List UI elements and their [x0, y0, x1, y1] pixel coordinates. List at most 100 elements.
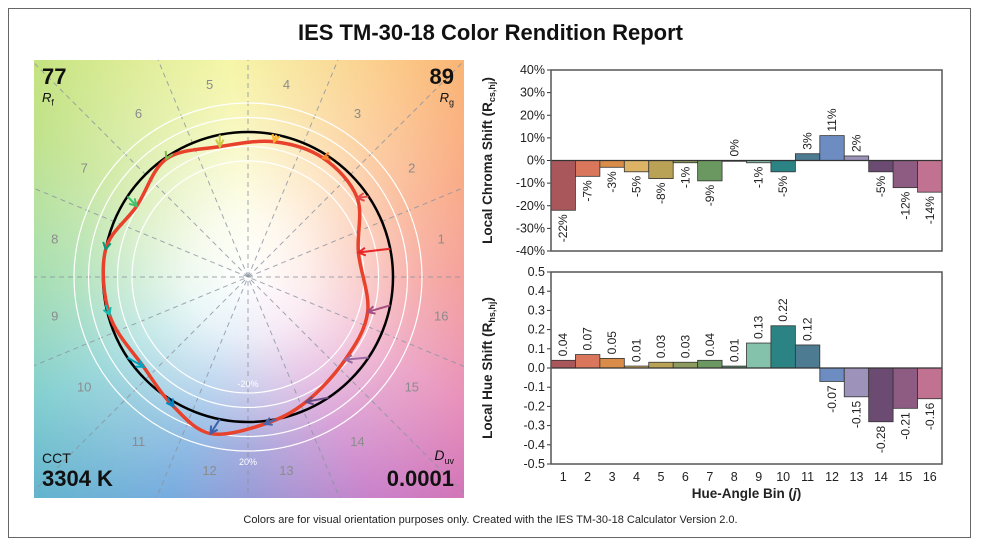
- arrow-head-icon: [102, 306, 112, 317]
- bin-label: 9: [51, 308, 58, 323]
- bar-bin-5: [648, 361, 674, 369]
- bin-label: 6: [135, 106, 142, 121]
- y-tick-label: 0.2: [528, 323, 545, 337]
- shift-arrow-line: [126, 195, 138, 207]
- shift-charts: 40%30%20%10%0%-10%-20%-30%-40%-22%-7% -3%…: [480, 63, 943, 501]
- data-label: 0.12: [801, 317, 815, 341]
- y-tick-label: 0.4: [528, 284, 545, 298]
- bar-bin-12: [819, 135, 845, 161]
- rf-letter: R: [42, 90, 52, 105]
- shift-arrow-line: [209, 418, 221, 435]
- x-tick-label: 5: [657, 470, 664, 484]
- y-tick-label: 20%: [520, 108, 545, 122]
- bar-bin-14: [868, 367, 894, 423]
- bar-bin-16: [917, 367, 943, 400]
- bar-bin-15: [892, 160, 918, 189]
- arrow-head-icon: [128, 198, 139, 208]
- data-label: -5%: [874, 175, 888, 197]
- bar-bin-10: [770, 325, 796, 369]
- bin-label: 10: [77, 379, 91, 394]
- bar-bin-1: [550, 160, 576, 211]
- bar-bin-2: [575, 354, 601, 369]
- shift-arrow-line: [305, 396, 329, 403]
- y-axis-title-text: Local Hue Shift (R: [480, 322, 495, 439]
- x-tick-label: 14: [874, 470, 888, 484]
- data-label: -7%: [581, 180, 595, 202]
- plot-area-border: [550, 271, 943, 465]
- duv-letter: D: [434, 447, 445, 464]
- y-tick-label: -20%: [516, 199, 545, 213]
- y-axis-title-subscript: cs,hj: [487, 82, 497, 103]
- data-label: -5%: [776, 175, 790, 197]
- bin-boundary-line: [34, 60, 464, 492]
- shift-arrow-line: [367, 304, 391, 313]
- x-axis-title-part: j: [791, 486, 797, 501]
- data-label: -8%: [654, 182, 668, 204]
- arrow-head-icon: [304, 396, 314, 406]
- hue-shift-chart: 0.5 0.4 0.3 0.2 0.1 0.0 -0.1 -0.2 -0.3 -0.4 -0.5 0.…: [480, 265, 943, 501]
- bar-bin-7: [697, 359, 723, 369]
- x-tick-label: 7: [706, 470, 713, 484]
- grid-ring: [87, 116, 409, 438]
- report-title: IES TM-30-18 Color Rendition Report: [297, 20, 684, 45]
- y-tick-label: 0.5: [528, 265, 545, 279]
- bin-label: 4: [283, 77, 290, 92]
- footnote: Colors are for visual orientation purpos…: [243, 514, 738, 526]
- bin-label: 11: [132, 434, 146, 449]
- bar-bin-12: [819, 367, 845, 382]
- rf-block: 77 Rf: [42, 64, 66, 108]
- y-axis-title-subscript: hs,hj: [487, 302, 497, 323]
- grid-ring: [73, 102, 423, 452]
- bin-boundary-line: [157, 60, 341, 498]
- bin-label: 7: [81, 161, 88, 176]
- rg-subscript: g: [448, 97, 454, 108]
- bar-bin-1: [550, 359, 576, 369]
- bin-label: 15: [405, 379, 419, 394]
- arrow-head-icon: [271, 133, 281, 144]
- y-tick-label: -0.5: [523, 457, 545, 471]
- data-label: -0.28: [874, 425, 888, 453]
- arrow-head-icon: [209, 425, 219, 436]
- rg-letter: R: [439, 90, 449, 105]
- bin-label: 12: [202, 463, 216, 478]
- y-tick-label: -0.2: [523, 399, 545, 413]
- x-axis-title: Hue-Angle Bin (j): [692, 486, 802, 501]
- arrow-head-icon: [102, 241, 112, 252]
- y-tick-label: 0.3: [528, 303, 545, 317]
- ring-label-20: 20%: [239, 457, 257, 467]
- data-label: -0.15: [849, 400, 863, 428]
- y-tick-label: 30%: [520, 86, 545, 100]
- bin-label: 14: [350, 434, 364, 449]
- y-axis-title-end: ): [480, 77, 495, 82]
- data-label: 0.13: [752, 315, 766, 339]
- duv-label: Duv: [387, 447, 454, 466]
- bar-bin-13: [843, 155, 870, 161]
- y-tick-label: 0%: [527, 154, 545, 168]
- data-label: 3%: [801, 132, 815, 150]
- bar-bin-3: [599, 160, 625, 168]
- data-label: 0%: [727, 139, 741, 157]
- bar-bin-7: [697, 160, 723, 182]
- cct-block: CCT 3304 K: [42, 450, 113, 492]
- rf-label: Rf: [42, 90, 66, 108]
- bar-bin-5: [648, 160, 674, 180]
- bin-label: 8: [51, 232, 58, 247]
- bar-bin-14: [868, 160, 894, 173]
- arrow-head-icon: [343, 354, 353, 364]
- y-tick-label: -40%: [516, 244, 545, 258]
- data-label: 0.01: [630, 338, 644, 362]
- x-tick-label: 12: [825, 470, 839, 484]
- x-tick-label: 9: [755, 470, 762, 484]
- data-label: 0.01: [727, 338, 741, 362]
- data-label: 0.04: [556, 333, 570, 357]
- duv-subscript: uv: [444, 456, 454, 466]
- bin-label: 3: [354, 106, 361, 121]
- data-label: -0.21: [898, 412, 912, 440]
- rg-value: 89: [429, 64, 454, 89]
- bar-bin-3: [599, 357, 625, 369]
- data-label: -14%: [923, 196, 937, 224]
- y-tick-label: 0.1: [528, 342, 545, 356]
- y-tick-label: -10%: [516, 176, 545, 190]
- x-tick-label: 6: [682, 470, 689, 484]
